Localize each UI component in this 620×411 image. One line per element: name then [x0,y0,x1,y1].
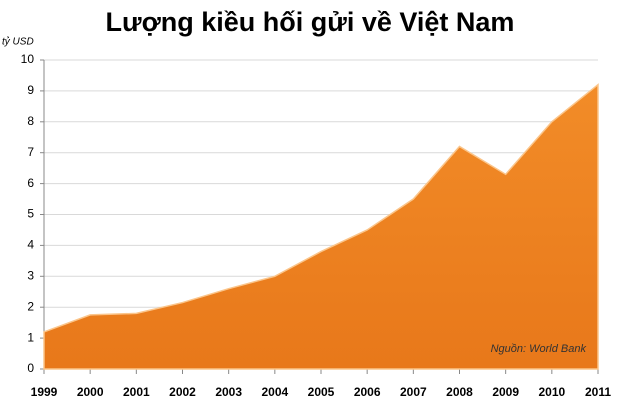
y-axis-label: tỷ USD [2,36,34,48]
x-tick-label: 2001 [123,385,150,399]
x-tick-label: 2007 [400,385,427,399]
x-tick-label: 2010 [538,385,565,399]
y-tick-label: 2 [27,299,34,313]
y-tick-label: 3 [27,268,34,282]
x-tick-label: 2009 [492,385,519,399]
annotation: Nguồn: World Bank [491,343,587,355]
area [43,83,599,370]
y-tick-label: 1 [27,330,34,344]
x-tick-label: 2005 [308,385,335,399]
x-tick-label: 2006 [354,385,381,399]
y-tick-label: 9 [27,83,34,97]
y-tick-label: 4 [27,238,34,252]
y-tick-label: 0 [27,361,34,375]
x-tick-label: 2011 [585,385,611,399]
y-tick-label: 7 [27,145,34,159]
x-tick-label: 2004 [261,385,288,399]
chart-title: Lượng kiều hối gửi về Việt Nam [106,7,515,37]
y-tick-label: 5 [27,207,34,221]
y-tick-label: 6 [27,176,34,190]
x-tick-label: 2000 [77,385,104,399]
x-tick-label: 1999 [31,385,58,399]
x-tick-label: 2002 [169,385,196,399]
y-tick-label: 8 [27,114,34,128]
y-tick-label: 10 [21,52,35,66]
x-tick-label: 2003 [215,385,242,399]
x-tick-label: 2008 [446,385,473,399]
